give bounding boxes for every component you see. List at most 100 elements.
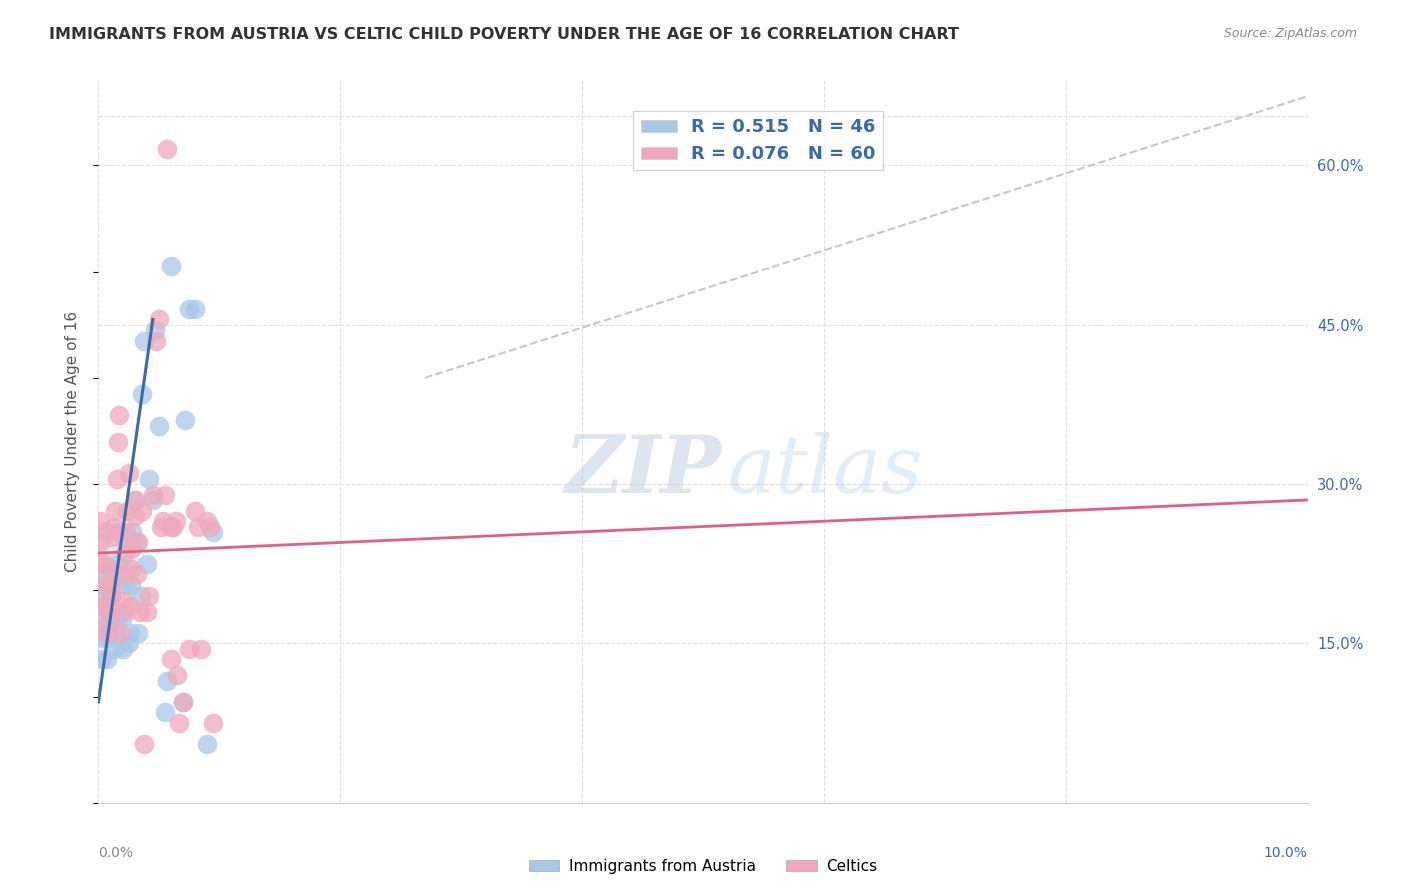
Point xyxy=(165,514,187,528)
Point xyxy=(107,434,129,449)
Point xyxy=(129,589,152,603)
Point xyxy=(172,695,194,709)
Point xyxy=(150,519,173,533)
Point xyxy=(103,641,125,656)
Point xyxy=(100,589,122,603)
Point xyxy=(127,625,149,640)
Legend: R = 0.515   N = 46, R = 0.076   N = 60: R = 0.515 N = 46, R = 0.076 N = 60 xyxy=(634,111,883,170)
Text: 10.0%: 10.0% xyxy=(1264,847,1308,860)
Point xyxy=(108,524,131,539)
Point xyxy=(103,519,125,533)
Point xyxy=(90,652,112,666)
Point xyxy=(118,467,141,481)
Point xyxy=(121,541,143,555)
Point xyxy=(127,535,149,549)
Point xyxy=(145,334,167,348)
Point xyxy=(94,578,117,592)
Y-axis label: Child Poverty Under the Age of 16: Child Poverty Under the Age of 16 xyxy=(65,311,80,572)
Point xyxy=(104,503,127,517)
Point xyxy=(105,472,128,486)
Point xyxy=(142,493,165,508)
Point xyxy=(131,503,153,517)
Legend: Immigrants from Austria, Celtics: Immigrants from Austria, Celtics xyxy=(523,853,883,880)
Text: IMMIGRANTS FROM AUSTRIA VS CELTIC CHILD POVERTY UNDER THE AGE OF 16 CORRELATION : IMMIGRANTS FROM AUSTRIA VS CELTIC CHILD … xyxy=(49,27,959,42)
Point xyxy=(184,301,207,316)
Point xyxy=(166,668,188,682)
Point xyxy=(87,553,110,567)
Point xyxy=(93,557,115,571)
Point xyxy=(115,535,138,549)
Point xyxy=(120,562,142,576)
Point xyxy=(160,259,183,273)
Point xyxy=(97,631,120,645)
Point xyxy=(127,567,149,582)
Point xyxy=(172,695,194,709)
Point xyxy=(91,599,114,614)
Point xyxy=(94,524,117,539)
Point xyxy=(97,615,120,630)
Point xyxy=(124,493,146,508)
Point xyxy=(91,599,114,614)
Point xyxy=(98,599,121,614)
Point xyxy=(124,493,146,508)
Point xyxy=(134,334,156,348)
Point xyxy=(108,408,131,422)
Point xyxy=(120,578,142,592)
Point xyxy=(89,535,111,549)
Point xyxy=(202,524,225,539)
Point xyxy=(118,599,141,614)
Point xyxy=(160,652,183,666)
Point xyxy=(105,610,128,624)
Point xyxy=(142,488,165,502)
Point xyxy=(114,546,136,560)
Point xyxy=(135,557,157,571)
Point xyxy=(96,625,118,640)
Text: ZIP: ZIP xyxy=(564,432,721,509)
Point xyxy=(91,578,114,592)
Point xyxy=(179,301,201,316)
Point xyxy=(111,594,134,608)
Point xyxy=(89,514,111,528)
Point xyxy=(89,557,111,571)
Point xyxy=(91,631,114,645)
Text: 0.0%: 0.0% xyxy=(98,847,134,860)
Point xyxy=(111,567,134,582)
Point xyxy=(128,605,150,619)
Point xyxy=(101,567,124,582)
Point xyxy=(111,610,134,624)
Point xyxy=(198,519,221,533)
Point xyxy=(98,625,121,640)
Point xyxy=(121,524,143,539)
Point xyxy=(156,673,179,688)
Point xyxy=(153,706,176,720)
Point xyxy=(104,625,127,640)
Point xyxy=(160,519,183,533)
Point xyxy=(100,610,122,624)
Point xyxy=(148,312,170,326)
Point xyxy=(156,142,179,156)
Point xyxy=(190,641,212,656)
Point xyxy=(169,716,191,731)
Point xyxy=(138,472,160,486)
Point xyxy=(118,636,141,650)
Point xyxy=(124,508,146,523)
Point xyxy=(115,524,138,539)
Point xyxy=(153,488,176,502)
Point xyxy=(148,418,170,433)
Text: atlas: atlas xyxy=(727,432,922,509)
Point xyxy=(107,557,129,571)
Point xyxy=(195,737,218,751)
Point xyxy=(96,652,118,666)
Point xyxy=(127,535,149,549)
Point xyxy=(100,589,122,603)
Point xyxy=(91,615,114,630)
Point xyxy=(100,562,122,576)
Point xyxy=(179,641,201,656)
Point xyxy=(138,589,160,603)
Point xyxy=(93,589,115,603)
Point xyxy=(108,625,131,640)
Point xyxy=(117,503,139,517)
Point xyxy=(118,625,141,640)
Point xyxy=(152,514,174,528)
Text: Source: ZipAtlas.com: Source: ZipAtlas.com xyxy=(1223,27,1357,40)
